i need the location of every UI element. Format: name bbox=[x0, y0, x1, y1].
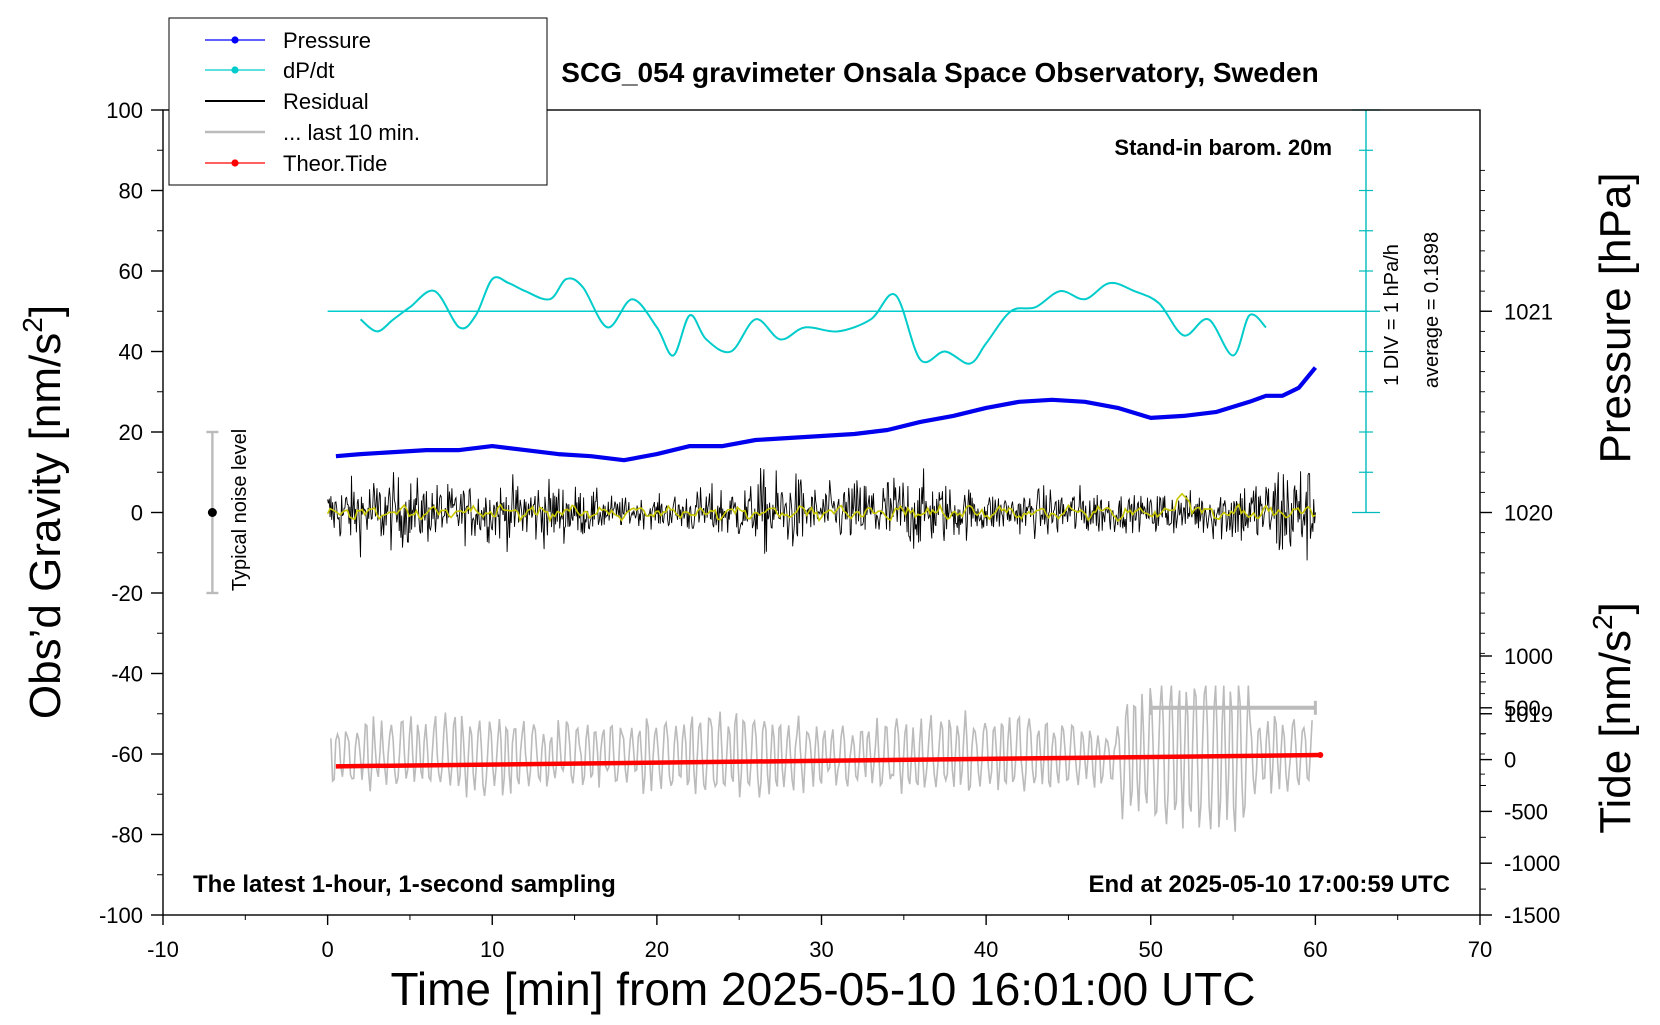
x-tick-label: 40 bbox=[974, 937, 998, 962]
legend-label: Residual bbox=[283, 89, 369, 114]
dpdt-scale-note: 1 DIV = 1 hPa/h bbox=[1381, 244, 1403, 386]
x-tick-label: 60 bbox=[1303, 937, 1327, 962]
y-axis-label: Obs’d Gravity [nm/s2] bbox=[17, 305, 70, 719]
y-tick-label: -20 bbox=[111, 581, 143, 606]
last-10-min-line bbox=[330, 685, 1313, 832]
y-tick-label: 40 bbox=[119, 340, 143, 365]
noise-level-note: Typical noise level bbox=[229, 429, 251, 591]
y-tick-label: 80 bbox=[119, 179, 143, 204]
residual-line bbox=[327, 467, 1316, 561]
dpdt-line bbox=[359, 276, 1267, 365]
legend-marker bbox=[231, 36, 239, 44]
tide-end-marker bbox=[1317, 752, 1324, 759]
pressure-tick-label: 1019 bbox=[1504, 702, 1553, 727]
legend-marker bbox=[231, 159, 239, 167]
x-tick-label: 10 bbox=[480, 937, 504, 962]
y-tick-label: 0 bbox=[131, 501, 143, 526]
legend-label: Pressure bbox=[283, 28, 371, 53]
tide-line bbox=[335, 752, 1321, 769]
pressure-series bbox=[335, 366, 1318, 463]
pressure-line bbox=[335, 366, 1318, 463]
tide-axis-label: Tide [nm/s2] bbox=[1587, 602, 1640, 834]
legend: Pressure dP/dt Residual ... last 10 min.… bbox=[168, 17, 548, 186]
filtered-residual-line bbox=[326, 492, 1316, 523]
legend-marker bbox=[231, 66, 239, 74]
theor-tide-series bbox=[335, 752, 1324, 769]
pressure-tick-label: 1021 bbox=[1504, 299, 1553, 324]
tide-tick-label: -1500 bbox=[1504, 903, 1560, 928]
dpdt-series bbox=[359, 276, 1267, 365]
y-tick-label: 60 bbox=[119, 259, 143, 284]
residual-filtered-series bbox=[326, 492, 1316, 523]
tide-tick-label: -500 bbox=[1504, 799, 1548, 824]
x-tick-label: 70 bbox=[1468, 937, 1492, 962]
tide-tick-label: -1000 bbox=[1504, 851, 1560, 876]
dpdt-average-note: average = 0.1898 bbox=[1421, 232, 1443, 388]
x-axis-label: Time [min] from 2025-05-10 16:01:00 UTC bbox=[391, 963, 1256, 1015]
legend-label: dP/dt bbox=[283, 58, 334, 83]
legend-label: ... last 10 min. bbox=[283, 120, 420, 145]
x-tick-label: -10 bbox=[147, 937, 179, 962]
legend-item-pressure: Pressure bbox=[205, 28, 371, 53]
legend-item-last-10-min: ... last 10 min. bbox=[205, 120, 420, 145]
chart-title: SCG_054 gravimeter Onsala Space Observat… bbox=[561, 57, 1318, 88]
pressure-tick-label: 1020 bbox=[1504, 501, 1553, 526]
y-tick-label: 100 bbox=[106, 98, 143, 123]
sampling-note: The latest 1-hour, 1-second sampling bbox=[193, 871, 616, 898]
legend-item-theor-tide: Theor.Tide bbox=[205, 151, 387, 176]
chart-annotations-marks bbox=[206, 109, 1380, 715]
y-tick-label: -60 bbox=[111, 742, 143, 767]
residual-series bbox=[327, 467, 1316, 561]
legend-item-dpdt: dP/dt bbox=[205, 58, 334, 83]
tide-tick-label: 1000 bbox=[1504, 644, 1553, 669]
x-tick-label: 30 bbox=[809, 937, 833, 962]
tide-tick-label: 0 bbox=[1504, 748, 1516, 773]
legend-item-residual: Residual bbox=[205, 89, 369, 114]
pressure-axis-label: Pressure [hPa] bbox=[1591, 172, 1640, 463]
tide-tick-label: 500 bbox=[1504, 696, 1541, 721]
x-tick-label: 0 bbox=[322, 937, 334, 962]
x-tick-label: 20 bbox=[645, 937, 669, 962]
y-tick-label: -80 bbox=[111, 823, 143, 848]
legend-label: Theor.Tide bbox=[283, 151, 387, 176]
y-tick-label: -100 bbox=[99, 903, 143, 928]
last-10-min-series bbox=[330, 685, 1313, 832]
y-tick-label: 20 bbox=[119, 420, 143, 445]
x-tick-label: 50 bbox=[1139, 937, 1163, 962]
end-time-note: End at 2025-05-10 17:00:59 UTC bbox=[1089, 871, 1451, 898]
noise-center-marker bbox=[207, 508, 217, 517]
y-tick-label: -40 bbox=[111, 662, 143, 687]
barometer-note: Stand-in barom. 20m bbox=[1114, 135, 1332, 160]
axis-ticks: -10 0 10 20 30 40 50 60 70-100-80-60-40-20020406… bbox=[99, 98, 1560, 962]
